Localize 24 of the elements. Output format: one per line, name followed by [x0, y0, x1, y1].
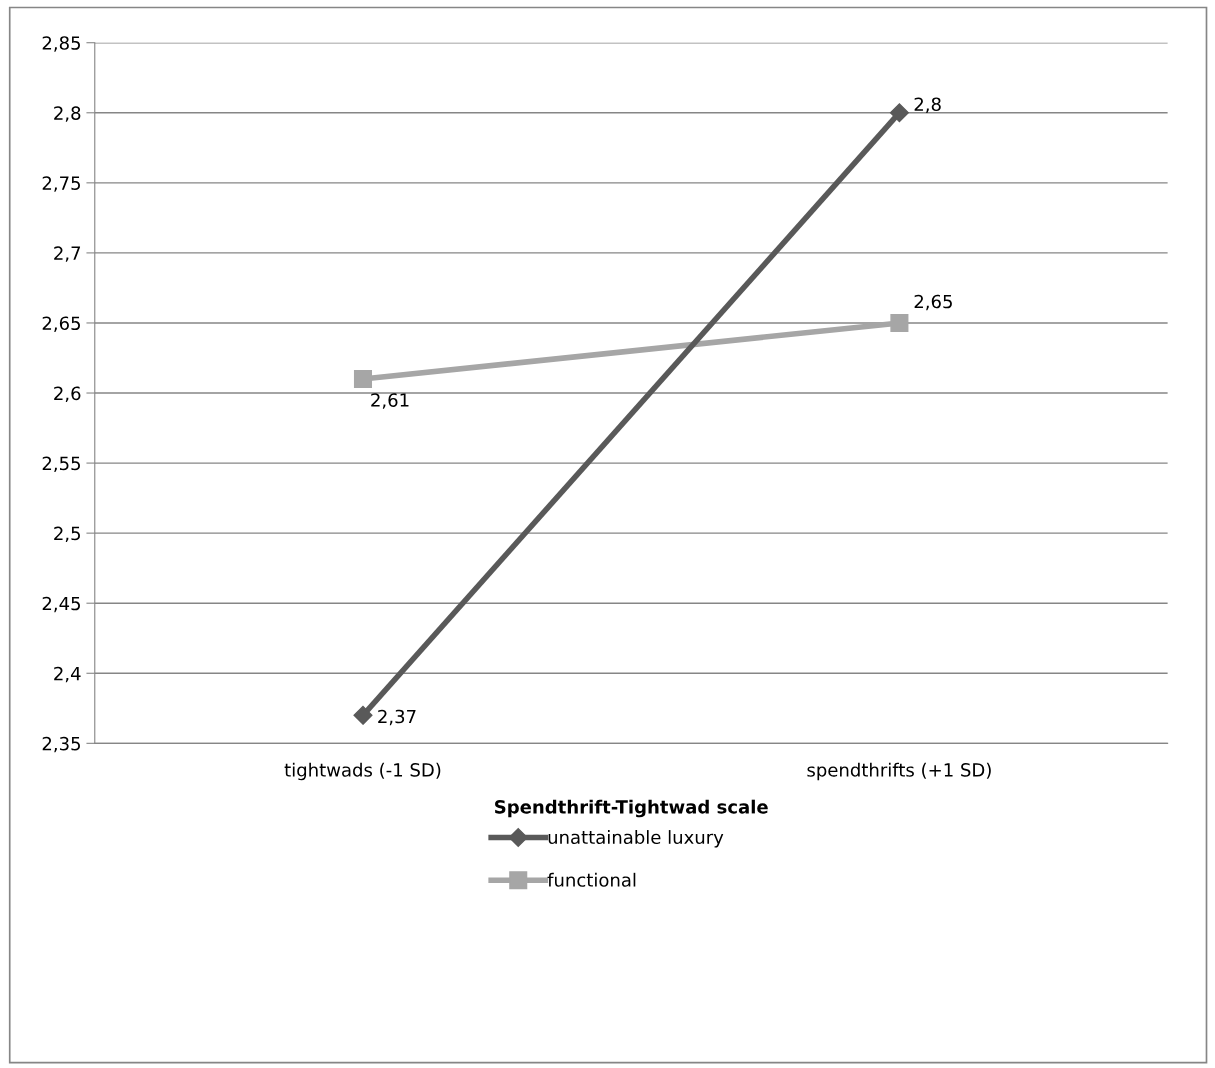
- y-tick-label: 2,75: [42, 176, 80, 192]
- y-tick-label: 2,4: [54, 666, 81, 683]
- data-label: 2,37: [378, 709, 416, 726]
- point: [889, 103, 909, 123]
- point: [353, 369, 373, 389]
- x-axis-title: Spendthrift-Tightwad scale: [495, 799, 768, 818]
- y-tick-label: 2,8: [54, 106, 81, 122]
- data-label: 2,65: [914, 294, 952, 311]
- x-tick-label: tightwads (-1 SD): [284, 762, 441, 781]
- y-tick-label: 2,55: [42, 456, 80, 473]
- y-tick-label: 2,85: [42, 36, 80, 52]
- y-tick-label: 2,6: [54, 386, 81, 402]
- point: [890, 313, 909, 332]
- y-tick-label: 2,5: [54, 526, 80, 543]
- y-tick-label: 2,35: [42, 736, 80, 753]
- legend-label: unattainable luxury: [548, 830, 724, 848]
- data-label: 2,61: [371, 393, 409, 409]
- legend-label: functional: [547, 872, 636, 887]
- y-tick-label: 2,45: [42, 596, 80, 613]
- data-label: 2,8: [914, 97, 941, 113]
- y-tick-label: 2,7: [54, 246, 81, 262]
- point: [353, 705, 373, 725]
- x-tick-label: spendthrifts (+1 SD): [807, 762, 991, 781]
- y-tick-label: 2,65: [42, 316, 80, 332]
